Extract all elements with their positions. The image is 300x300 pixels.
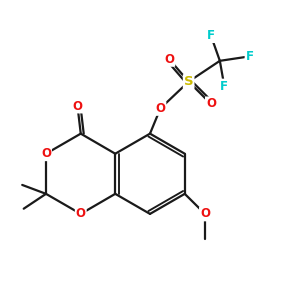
Text: O: O: [206, 98, 216, 110]
Text: O: O: [73, 100, 83, 112]
Text: S: S: [184, 75, 194, 88]
Text: O: O: [200, 207, 210, 220]
Text: F: F: [207, 29, 215, 42]
Text: F: F: [220, 80, 228, 93]
Text: F: F: [246, 50, 254, 63]
Text: O: O: [164, 53, 174, 66]
Text: O: O: [41, 147, 51, 160]
Text: O: O: [76, 207, 86, 220]
Text: O: O: [155, 102, 165, 115]
